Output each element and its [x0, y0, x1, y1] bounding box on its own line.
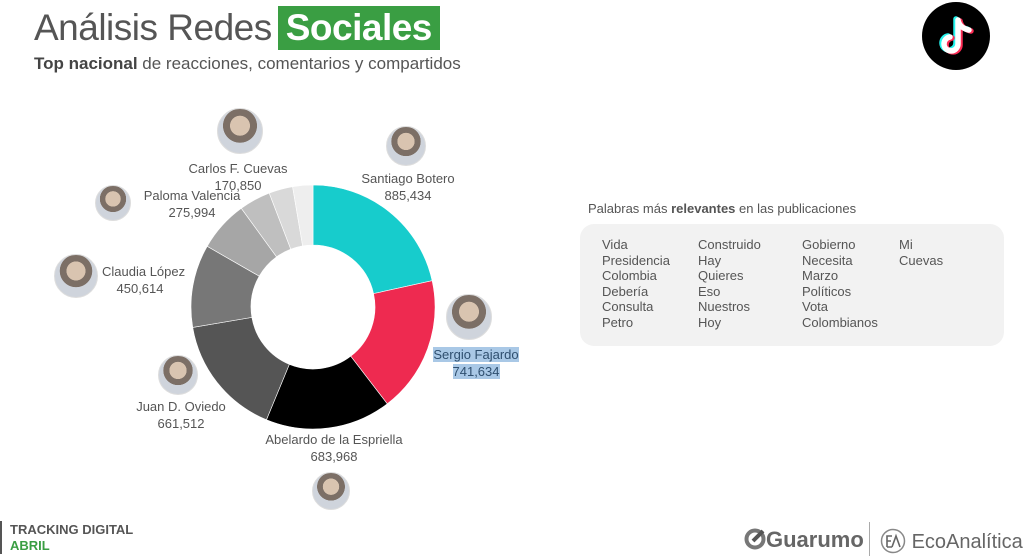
title-highlight: Sociales [277, 6, 440, 50]
words-column-4: Mi Cuevas [899, 237, 944, 268]
guarumo-logo: Guarumo [744, 527, 864, 553]
avatar-carlos-cuevas [217, 108, 263, 154]
tiktok-icon [922, 2, 990, 70]
words-column-2: Construido Hay Quieres Eso Nuestros Hoy [698, 237, 761, 330]
avatar-paloma-valencia [95, 185, 131, 221]
label-paloma-valencia: Paloma Valencia 275,994 [143, 188, 241, 220]
page-subtitle: Top nacional de reacciones, comentarios … [34, 54, 461, 74]
label-carlos-cuevas: Carlos F. Cuevas 170,850 [188, 161, 288, 193]
ecoanalitica-logo: EcoAnalítica [880, 528, 1023, 554]
donut-chart [190, 184, 436, 430]
ecoanalitica-icon [880, 528, 906, 554]
avatar-juan-oviedo [158, 355, 198, 395]
avatar-claudia-lopez [54, 254, 98, 298]
title-plain: Análisis Redes [34, 7, 272, 48]
brand-separator [869, 522, 870, 556]
donut-slice [312, 184, 433, 294]
footer-month-label: ABRIL [10, 538, 50, 553]
label-juan-oviedo: Juan D. Oviedo 661,512 [136, 399, 226, 431]
words-column-3: Gobierno Necesita Marzo Políticos Vota C… [802, 237, 878, 330]
words-column-1: Vida Presidencia Colombia Debería Consul… [602, 237, 670, 330]
page-title: Análisis Redes Sociales [34, 6, 440, 50]
guarumo-icon [744, 528, 766, 550]
label-abelardo-espriella: Abelardo de la Espriella 683,968 [265, 432, 403, 464]
footer-divider [0, 521, 2, 554]
words-panel: Vida Presidencia Colombia Debería Consul… [580, 224, 1004, 346]
subtitle-bold: Top nacional [34, 54, 138, 73]
footer-tracking-label: TRACKING DIGITAL [10, 522, 134, 537]
label-santiago-botero: Santiago Botero 885,434 [361, 171, 455, 203]
donut-slice [350, 280, 436, 405]
words-title: Palabras más relevantes en las publicaci… [588, 201, 857, 216]
label-sergio-fajardo: Sergio Fajardo 741,634 [433, 347, 519, 379]
avatar-sergio-fajardo [446, 294, 492, 340]
subtitle-rest: de reacciones, comentarios y compartidos [137, 54, 461, 73]
label-claudia-lopez: Claudia López 450,614 [102, 264, 186, 296]
donut-slice [292, 184, 314, 247]
avatar-santiago-botero [386, 126, 426, 166]
avatar-abelardo-espriella [312, 472, 350, 510]
